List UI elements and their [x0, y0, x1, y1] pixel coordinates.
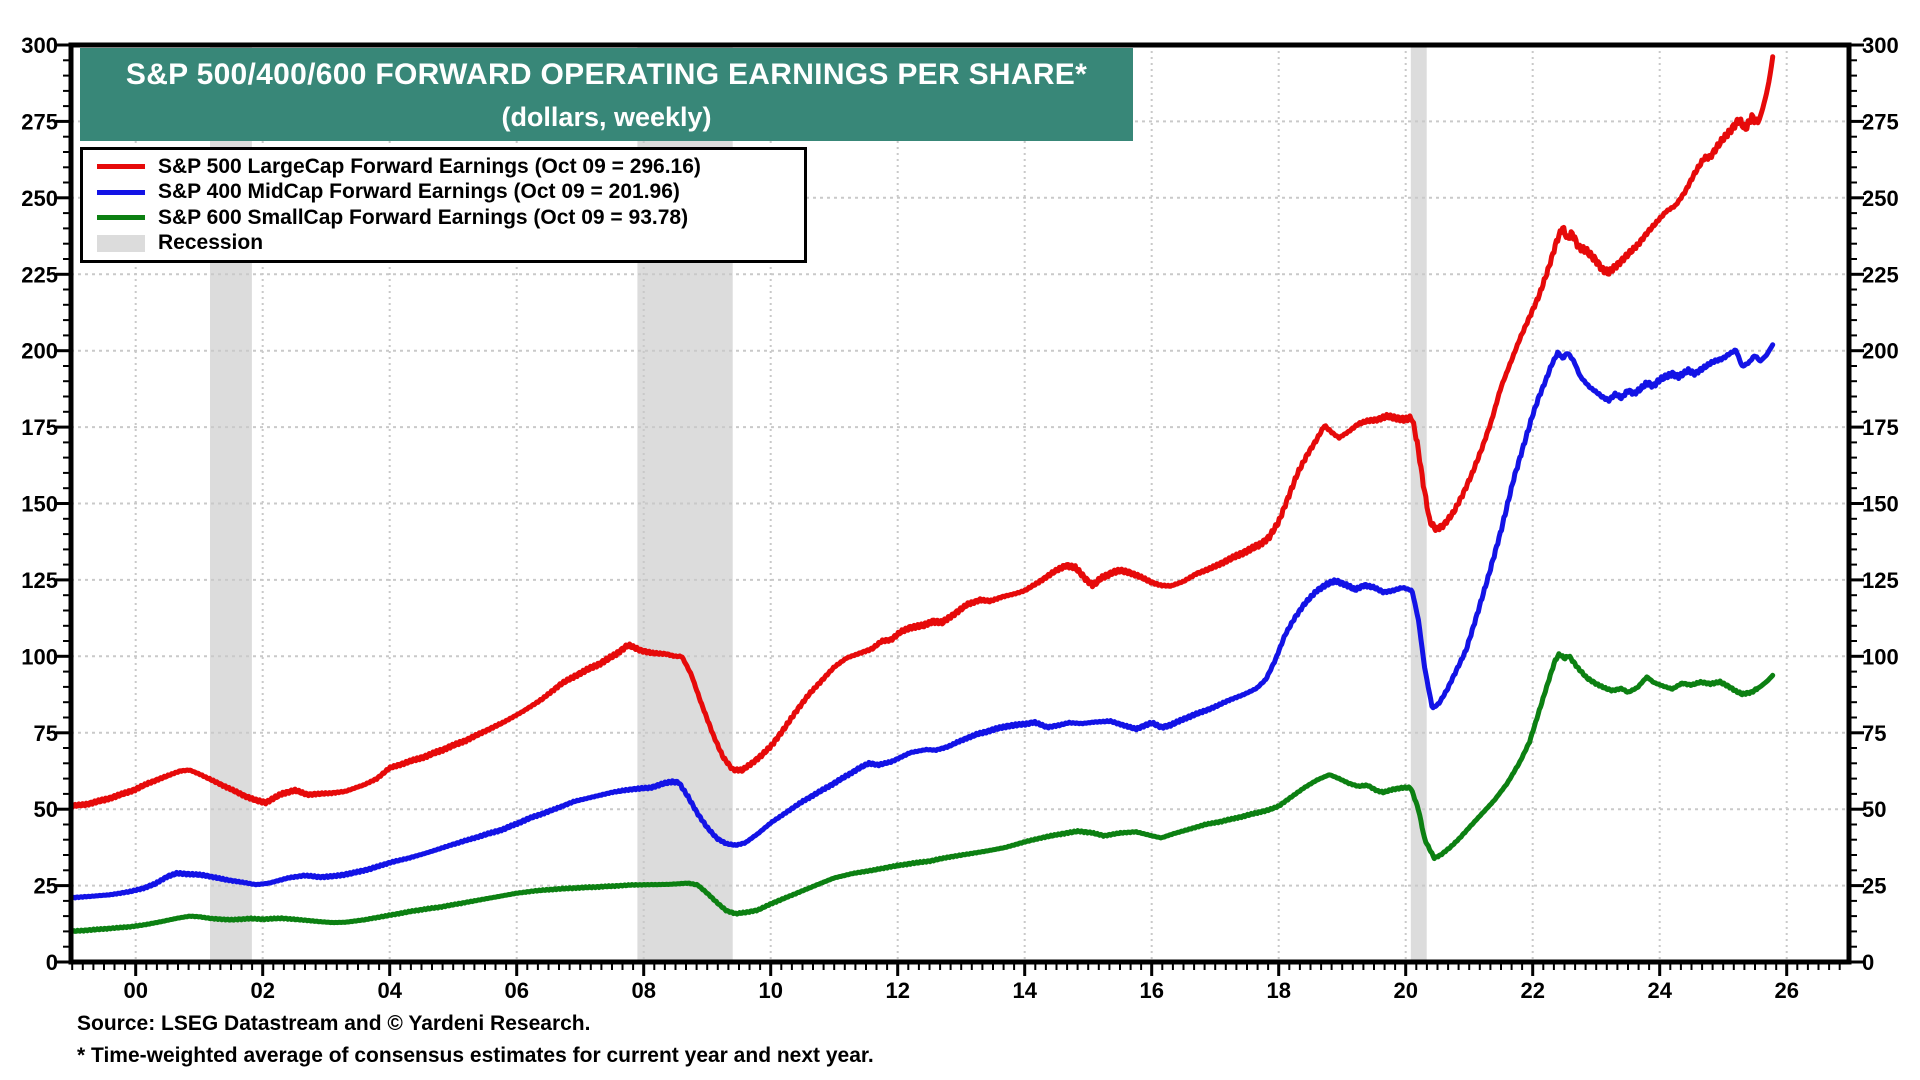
chart-subtitle: (dollars, weekly) — [501, 101, 712, 132]
y-axis-label-left: 25 — [34, 874, 58, 899]
x-axis-label: 18 — [1266, 978, 1290, 1003]
legend-row-sp600: S&P 600 SmallCap Forward Earnings (Oct 0… — [97, 205, 804, 231]
y-axis-label-right: 200 — [1862, 339, 1899, 364]
y-axis-label-left: 175 — [21, 415, 58, 440]
legend-row-recession: Recession — [97, 231, 804, 257]
y-axis-label-left: 75 — [34, 721, 58, 746]
y-axis-label-left: 100 — [21, 644, 58, 669]
x-axis-label: 10 — [758, 978, 782, 1003]
legend: S&P 500 LargeCap Forward Earnings (Oct 0… — [80, 147, 807, 263]
x-axis-label: 26 — [1774, 978, 1798, 1003]
series-line-sp400 — [71, 342, 1776, 901]
y-axis-label-right: 50 — [1862, 797, 1886, 822]
sp500-legend-label: S&P 500 LargeCap Forward Earnings (Oct 0… — [158, 154, 701, 178]
legend-row-sp500: S&P 500 LargeCap Forward Earnings (Oct 0… — [97, 154, 804, 180]
series-line-sp600 — [71, 651, 1776, 935]
x-axis-label: 04 — [377, 978, 402, 1003]
x-axis-label: 00 — [123, 978, 147, 1003]
x-axis-label: 06 — [504, 978, 528, 1003]
legend-row-sp400: S&P 400 MidCap Forward Earnings (Oct 09 … — [97, 180, 804, 206]
sp600-legend-label: S&P 600 SmallCap Forward Earnings (Oct 0… — [158, 205, 689, 229]
sp600-line-swatch — [97, 215, 145, 221]
y-axis-label-right: 175 — [1862, 415, 1899, 440]
y-axis-label-right: 275 — [1862, 109, 1899, 134]
series-lines — [71, 54, 1776, 935]
axis-ticks — [56, 43, 1864, 976]
y-axis-label-right: 25 — [1862, 874, 1886, 899]
x-axis-label: 22 — [1520, 978, 1544, 1003]
x-axis-label: 12 — [885, 978, 909, 1003]
y-axis-label-left: 125 — [21, 568, 58, 593]
y-axis-label-right: 0 — [1862, 950, 1874, 975]
y-axis-label-right: 150 — [1862, 492, 1899, 517]
x-axis-label: 16 — [1139, 978, 1163, 1003]
y-axis-label-right: 100 — [1862, 644, 1899, 669]
y-axis-label-left: 225 — [21, 262, 58, 287]
y-axis-label-right: 300 — [1862, 33, 1899, 58]
sp400-line-swatch — [97, 189, 145, 195]
y-axis-label-left: 150 — [21, 492, 58, 517]
sp400-legend-label: S&P 400 MidCap Forward Earnings (Oct 09 … — [158, 180, 680, 204]
y-axis-label-left: 0 — [46, 950, 58, 975]
y-axis-label-left: 200 — [21, 339, 58, 364]
y-axis-label-left: 275 — [21, 109, 58, 134]
y-axis-label-right: 225 — [1862, 262, 1899, 287]
x-axis-label: 14 — [1012, 978, 1037, 1003]
series-line-sp500 — [71, 54, 1776, 810]
source-note: Source: LSEG Datastream and © Yardeni Re… — [77, 1012, 591, 1035]
y-axis-label-left: 50 — [34, 797, 58, 822]
sp500-line-swatch — [97, 164, 145, 170]
x-axis-label: 20 — [1393, 978, 1417, 1003]
y-axis-label-right: 125 — [1862, 568, 1899, 593]
chart-title: S&P 500/400/600 FORWARD OPERATING EARNIN… — [125, 57, 1088, 91]
y-axis-label-right: 250 — [1862, 186, 1899, 211]
recession-legend-label: Recession — [158, 231, 264, 255]
chart-title-box: S&P 500/400/600 FORWARD OPERATING EARNIN… — [80, 48, 1133, 141]
y-axis-label-right: 75 — [1862, 721, 1886, 746]
recession-swatch — [97, 234, 145, 252]
x-axis-label: 08 — [631, 978, 655, 1003]
y-axis-label-left: 300 — [21, 33, 58, 58]
footnote: * Time-weighted average of consensus est… — [77, 1044, 874, 1067]
y-axis-label-left: 250 — [21, 186, 58, 211]
x-axis-label: 24 — [1647, 978, 1672, 1003]
x-axis-label: 02 — [250, 978, 274, 1003]
